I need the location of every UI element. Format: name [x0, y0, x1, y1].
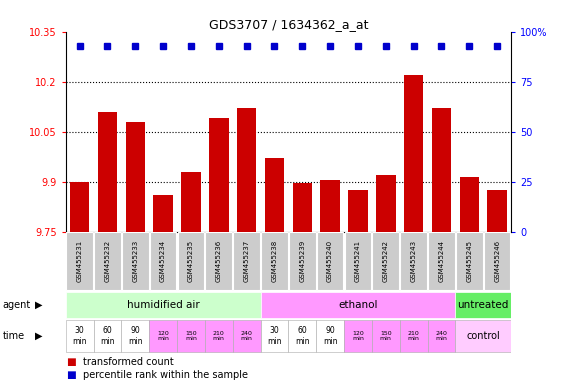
Bar: [288, 320, 316, 352]
Bar: [404, 75, 423, 232]
Text: GSM455245: GSM455245: [467, 240, 472, 282]
Text: GSM455235: GSM455235: [188, 240, 194, 282]
Bar: [376, 175, 396, 232]
Bar: [456, 292, 511, 318]
Bar: [149, 320, 177, 352]
Bar: [484, 232, 510, 290]
Bar: [317, 232, 344, 290]
Text: ethanol: ethanol: [338, 300, 377, 310]
Text: GSM455232: GSM455232: [104, 240, 110, 282]
Bar: [260, 292, 456, 318]
Bar: [344, 232, 371, 290]
Bar: [66, 232, 93, 290]
Bar: [122, 232, 148, 290]
Bar: [205, 320, 233, 352]
Bar: [233, 320, 260, 352]
Text: GSM455237: GSM455237: [244, 240, 250, 283]
Bar: [344, 320, 372, 352]
Bar: [98, 112, 117, 232]
Bar: [372, 320, 400, 352]
Bar: [428, 232, 455, 290]
Bar: [460, 177, 479, 232]
Text: 90
min: 90 min: [128, 326, 143, 346]
Bar: [206, 232, 232, 290]
Bar: [488, 190, 507, 232]
Text: 210
min: 210 min: [213, 331, 225, 341]
Bar: [70, 182, 89, 232]
Text: 30
min: 30 min: [267, 326, 282, 346]
Text: GSM455238: GSM455238: [271, 240, 278, 283]
Text: GSM455244: GSM455244: [439, 240, 444, 282]
Bar: [66, 320, 94, 352]
Text: GSM455233: GSM455233: [132, 240, 138, 283]
Text: ▶: ▶: [35, 300, 43, 310]
Bar: [66, 292, 260, 318]
Text: 240
min: 240 min: [436, 331, 448, 341]
Bar: [289, 232, 316, 290]
Text: time: time: [3, 331, 25, 341]
Bar: [181, 172, 200, 232]
Bar: [154, 195, 173, 232]
Bar: [265, 158, 284, 232]
Text: percentile rank within the sample: percentile rank within the sample: [83, 370, 248, 380]
Bar: [209, 118, 228, 232]
Text: GSM455242: GSM455242: [383, 240, 389, 282]
Text: 210
min: 210 min: [408, 331, 420, 341]
Text: GSM455243: GSM455243: [411, 240, 417, 282]
Title: GDS3707 / 1634362_a_at: GDS3707 / 1634362_a_at: [208, 18, 368, 31]
Bar: [122, 320, 149, 352]
Bar: [260, 320, 288, 352]
Bar: [400, 320, 428, 352]
Text: 150
min: 150 min: [380, 331, 392, 341]
Text: 30
min: 30 min: [73, 326, 87, 346]
Text: 120
min: 120 min: [352, 331, 364, 341]
Text: 60
min: 60 min: [100, 326, 115, 346]
Text: ■: ■: [66, 370, 75, 380]
Text: GSM455234: GSM455234: [160, 240, 166, 282]
Text: GSM455236: GSM455236: [216, 240, 222, 283]
Bar: [233, 232, 260, 290]
Text: humidified air: humidified air: [127, 300, 199, 310]
Text: 150
min: 150 min: [185, 331, 197, 341]
Bar: [177, 320, 205, 352]
Bar: [126, 122, 145, 232]
Bar: [178, 232, 204, 290]
Bar: [348, 190, 368, 232]
Text: ■: ■: [66, 357, 75, 367]
Text: 60
min: 60 min: [295, 326, 309, 346]
Bar: [316, 320, 344, 352]
Text: transformed count: transformed count: [83, 357, 174, 367]
Text: ▶: ▶: [35, 331, 43, 341]
Text: 90
min: 90 min: [323, 326, 337, 346]
Text: control: control: [467, 331, 500, 341]
Bar: [94, 320, 122, 352]
Bar: [432, 108, 451, 232]
Text: 240
min: 240 min: [240, 331, 252, 341]
Bar: [261, 232, 288, 290]
Bar: [400, 232, 427, 290]
Text: untreated: untreated: [457, 300, 509, 310]
Text: agent: agent: [3, 300, 31, 310]
Bar: [428, 320, 456, 352]
Bar: [456, 320, 511, 352]
Bar: [372, 232, 399, 290]
Text: GSM455246: GSM455246: [494, 240, 500, 282]
Text: GSM455241: GSM455241: [355, 240, 361, 282]
Bar: [320, 180, 340, 232]
Bar: [150, 232, 176, 290]
Bar: [94, 232, 121, 290]
Text: GSM455239: GSM455239: [299, 240, 305, 283]
Bar: [237, 108, 256, 232]
Text: GSM455240: GSM455240: [327, 240, 333, 282]
Text: GSM455231: GSM455231: [77, 240, 83, 283]
Bar: [292, 183, 312, 232]
Bar: [456, 232, 482, 290]
Text: 120
min: 120 min: [157, 331, 169, 341]
